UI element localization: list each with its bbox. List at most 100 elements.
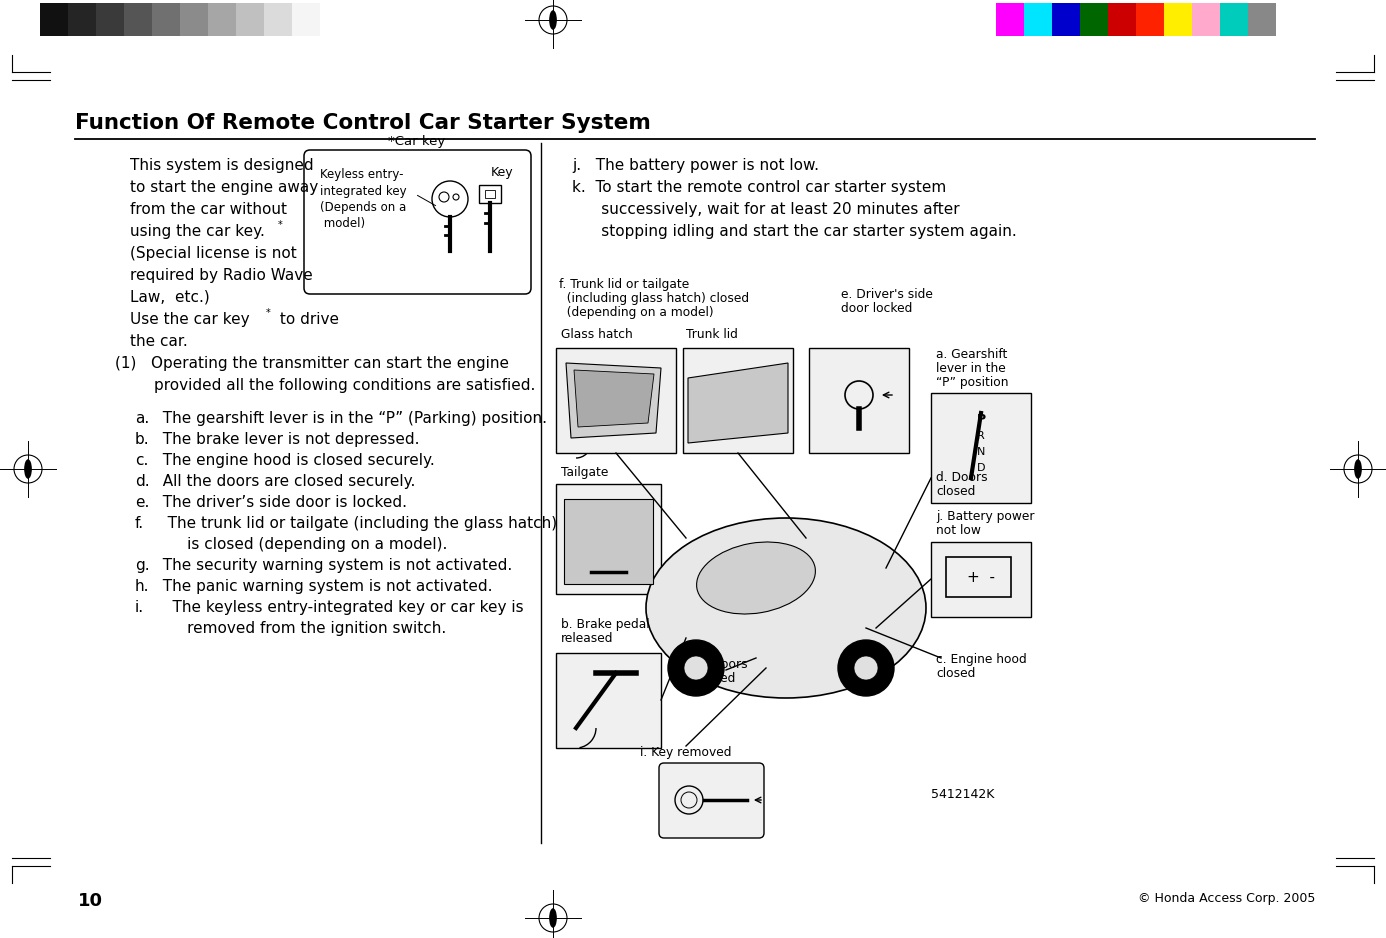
Bar — [556, 653, 661, 748]
Text: j.   The battery power is not low.: j. The battery power is not low. — [572, 158, 819, 173]
Circle shape — [839, 640, 894, 696]
Text: f.: f. — [134, 516, 144, 531]
Text: The keyless entry-integrated key or car key is: The keyless entry-integrated key or car … — [152, 600, 524, 615]
Text: © Honda Access Corp. 2005: © Honda Access Corp. 2005 — [1138, 892, 1315, 905]
Bar — [1080, 3, 1107, 36]
Bar — [485, 190, 495, 198]
Bar — [556, 484, 661, 594]
Text: Law,  etc.): Law, etc.) — [130, 290, 209, 305]
Text: 5412142K: 5412142K — [931, 788, 994, 801]
Text: *Car key: *Car key — [388, 135, 446, 148]
Polygon shape — [687, 363, 789, 443]
Text: Keyless entry-
integrated key
(Depends on a
 model): Keyless entry- integrated key (Depends o… — [320, 168, 406, 231]
Text: “P” position: “P” position — [936, 376, 1009, 389]
Ellipse shape — [646, 518, 926, 698]
Text: released: released — [561, 632, 614, 645]
Text: Tailgate: Tailgate — [561, 466, 608, 479]
Bar — [40, 3, 68, 36]
Text: e. Driver's side: e. Driver's side — [841, 288, 933, 301]
Bar — [1247, 3, 1277, 36]
FancyBboxPatch shape — [304, 150, 531, 294]
Text: b.: b. — [134, 432, 150, 447]
Text: Trunk lid: Trunk lid — [686, 328, 737, 341]
Bar — [997, 3, 1024, 36]
Ellipse shape — [697, 542, 815, 614]
Text: All the doors are closed securely.: All the doors are closed securely. — [152, 474, 416, 489]
Text: stopping idling and start the car starter system again.: stopping idling and start the car starte… — [572, 224, 1017, 239]
Circle shape — [685, 656, 708, 680]
Bar — [68, 3, 96, 36]
Polygon shape — [564, 499, 653, 584]
Text: The brake lever is not depressed.: The brake lever is not depressed. — [152, 432, 420, 447]
Bar — [263, 3, 292, 36]
Text: Glass hatch: Glass hatch — [561, 328, 633, 341]
Circle shape — [668, 640, 723, 696]
Text: closed: closed — [696, 672, 736, 685]
Text: f. Trunk lid or tailgate: f. Trunk lid or tailgate — [559, 278, 689, 291]
Text: using the car key.: using the car key. — [130, 224, 265, 239]
Text: k.  To start the remote control car starter system: k. To start the remote control car start… — [572, 180, 947, 195]
Text: from the car without: from the car without — [130, 202, 287, 217]
Text: a. Gearshift: a. Gearshift — [936, 348, 1008, 361]
Bar — [180, 3, 208, 36]
Text: (depending on a model): (depending on a model) — [559, 306, 714, 319]
Text: N: N — [977, 447, 985, 457]
Bar — [1052, 3, 1080, 36]
Text: lever in the: lever in the — [936, 362, 1006, 375]
Text: i.: i. — [134, 600, 144, 615]
Text: not low: not low — [936, 524, 981, 537]
Text: *: * — [279, 220, 283, 230]
Text: g.: g. — [134, 558, 150, 573]
Text: Key: Key — [491, 166, 513, 179]
Text: 10: 10 — [78, 892, 103, 910]
Text: (1)   Operating the transmitter can start the engine: (1) Operating the transmitter can start … — [115, 356, 509, 371]
Text: Use the car key: Use the car key — [130, 312, 249, 327]
Text: closed: closed — [936, 667, 976, 680]
Bar — [1220, 3, 1247, 36]
Bar — [683, 348, 793, 453]
Text: *: * — [266, 308, 270, 318]
Text: required by Radio Wave: required by Radio Wave — [130, 268, 313, 283]
Ellipse shape — [549, 10, 557, 30]
Text: (Special license is not: (Special license is not — [130, 246, 297, 261]
Text: the car.: the car. — [130, 334, 187, 349]
Polygon shape — [574, 370, 654, 427]
Text: e.: e. — [134, 495, 150, 510]
Text: The engine hood is closed securely.: The engine hood is closed securely. — [152, 453, 435, 468]
Text: d. Doors: d. Doors — [936, 471, 988, 484]
Text: c.: c. — [134, 453, 148, 468]
Text: This system is designed: This system is designed — [130, 158, 313, 173]
Text: a.: a. — [134, 411, 150, 426]
Ellipse shape — [24, 460, 32, 478]
Text: The security warning system is not activated.: The security warning system is not activ… — [152, 558, 513, 573]
Bar — [1192, 3, 1220, 36]
Text: Function Of Remote Control Car Starter System: Function Of Remote Control Car Starter S… — [75, 113, 651, 133]
Text: The trunk lid or tailgate (including the glass hatch): The trunk lid or tailgate (including the… — [152, 516, 557, 531]
Text: removed from the ignition switch.: removed from the ignition switch. — [152, 621, 446, 636]
Text: c. Engine hood: c. Engine hood — [936, 653, 1027, 666]
Text: +  -: + - — [967, 569, 995, 584]
Text: successively, wait for at least 20 minutes after: successively, wait for at least 20 minut… — [572, 202, 959, 217]
Bar — [931, 393, 1031, 503]
Text: P: P — [977, 413, 985, 426]
Text: The driver’s side door is locked.: The driver’s side door is locked. — [152, 495, 407, 510]
Bar — [292, 3, 320, 36]
Bar — [809, 348, 909, 453]
Circle shape — [854, 656, 877, 680]
Bar — [1024, 3, 1052, 36]
Polygon shape — [565, 363, 661, 438]
Bar — [208, 3, 236, 36]
Text: to start the engine away: to start the engine away — [130, 180, 319, 195]
Bar — [236, 3, 263, 36]
Text: to drive: to drive — [274, 312, 340, 327]
Bar — [556, 348, 676, 453]
Bar — [96, 3, 123, 36]
Text: (including glass hatch) closed: (including glass hatch) closed — [559, 292, 748, 305]
Text: provided all the following conditions are satisfied.: provided all the following conditions ar… — [115, 378, 535, 393]
Bar — [1164, 3, 1192, 36]
Text: h.: h. — [134, 579, 150, 594]
Bar — [480, 185, 500, 203]
Bar — [931, 542, 1031, 617]
Ellipse shape — [1354, 460, 1362, 478]
Bar — [152, 3, 180, 36]
